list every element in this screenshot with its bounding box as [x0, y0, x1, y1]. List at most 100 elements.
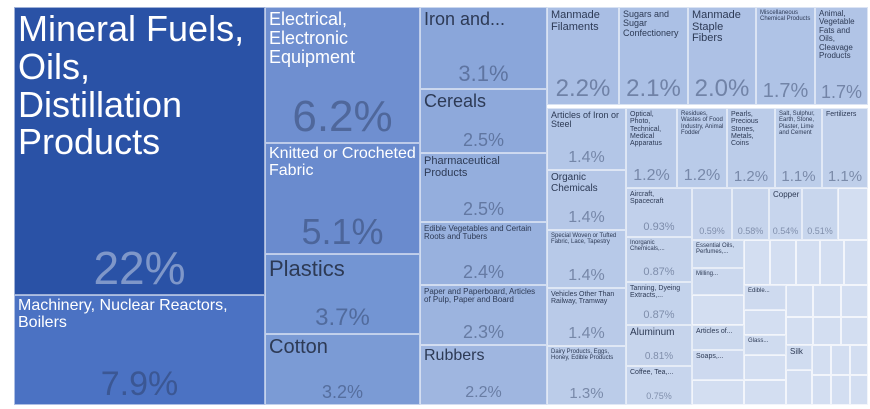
tile-value: 2.5%	[462, 199, 505, 219]
tile-label: Silk	[790, 347, 803, 356]
tile-blank	[692, 380, 744, 405]
tile: Pearls, Precious Stones, Metals, Coins 1.…	[727, 108, 775, 188]
tile-blank	[850, 375, 868, 405]
tile-value: 3.2%	[321, 382, 364, 402]
tile-value: 0.93%	[643, 221, 675, 233]
tile: Machinery, Nuclear Reactors, Boilers 7.9%	[14, 295, 265, 405]
tile-label: Machinery, Nuclear Reactors, Boilers	[18, 297, 228, 331]
tile: Inorganic Chemicals,... 0.87%	[626, 237, 692, 282]
tile-label: Essential Oils, Perfumes,...	[696, 243, 735, 256]
tile-label: Edible Vegetables and Certain Roots and …	[424, 224, 532, 242]
tile: Tanning, Dyeing Extracts,... 0.87%	[626, 282, 692, 325]
tile-value: 1.3%	[569, 385, 604, 402]
tile-label: Aircraft, Spacecraft	[630, 191, 664, 206]
tile-blank	[744, 380, 786, 405]
tile-blank	[820, 240, 844, 285]
tile-blank	[831, 375, 850, 405]
tile-value: 2.2%	[555, 75, 611, 102]
tile-blank	[812, 345, 831, 375]
tile-blank	[841, 317, 868, 345]
tile-value: 0.75%	[646, 391, 672, 401]
tile-blank	[770, 240, 796, 285]
tile-value: 1.1%	[827, 168, 863, 185]
tile-value: 1.4%	[568, 267, 605, 284]
tile: 0.51%	[802, 188, 838, 240]
tile: Pharmaceutical Products 2.5%	[420, 153, 547, 222]
tile-label: Plastics	[269, 256, 345, 281]
tile-label: Miscellaneous Chemical Products	[760, 10, 811, 23]
tile: Manmade Staple Fibers 2.0%	[688, 7, 756, 105]
tile: Edible Vegetables and Certain Roots and …	[420, 222, 547, 285]
tile: Soaps,...	[692, 350, 744, 380]
tile-value: 1.4%	[568, 149, 605, 166]
tile-label: Dairy Products, Eggs, Honey, Edible Prod…	[551, 349, 614, 362]
tile: Essential Oils, Perfumes,...	[692, 240, 744, 268]
tile-value: 6.2%	[292, 92, 393, 141]
tile: Fertilizers 1.1%	[822, 108, 868, 188]
tile: Vehicles Other Than Railway, Tramway 1.4%	[547, 288, 626, 346]
tile-value: 0.51%	[807, 226, 833, 236]
tile: Mineral Fuels, Oils, Distillation Produc…	[14, 7, 265, 295]
tile-label: Paper and Paperboard, Articles of Pulp, …	[424, 287, 536, 305]
tile: Plastics 3.7%	[265, 254, 420, 334]
tile-value: 1.4%	[568, 325, 605, 342]
tile-value: 2.1%	[626, 75, 681, 102]
tile-value: 0.87%	[643, 309, 675, 321]
tile-value: 0.87%	[643, 266, 675, 278]
tile-blank	[813, 317, 841, 345]
tile: Cotton 3.2%	[265, 334, 420, 405]
tile: Silk	[786, 345, 812, 370]
tile-value: 3.1%	[458, 61, 509, 86]
tile-label: Manmade Staple Fibers	[692, 9, 741, 45]
tile-label: Pearls, Precious Stones, Metals, Coins	[731, 111, 759, 148]
tile-value: 1.1%	[781, 168, 816, 185]
tile-label: Special Woven or Tufted Fabric, Lace, Ta…	[551, 233, 617, 246]
tile: Aircraft, Spacecraft 0.93%	[626, 188, 692, 237]
tile: Coffee, Tea,... 0.75%	[626, 366, 692, 405]
tile-value: 5.1%	[301, 211, 384, 252]
tile: Copper 0.54%	[769, 188, 802, 240]
tile-blank	[744, 355, 786, 380]
tile-label: Animal, Vegetable Fats and Oils, Cleavag…	[819, 9, 855, 60]
tile-blank	[831, 345, 850, 375]
tile: Cereals 2.5%	[420, 89, 547, 153]
tile: Knitted or Crocheted Fabric 5.1%	[265, 143, 420, 254]
tile-label: Edible...	[748, 288, 770, 294]
tile-blank	[744, 310, 786, 335]
tile: 0.58%	[732, 188, 769, 240]
tile: Dairy Products, Eggs, Honey, Edible Prod…	[547, 346, 626, 405]
tile: 0.59%	[692, 188, 732, 240]
tile-value: 2.2%	[465, 384, 502, 401]
tile-label: Articles of...	[696, 328, 733, 335]
tile-label: Aluminum	[630, 327, 675, 338]
tile-value: 3.7%	[315, 304, 370, 331]
tile-label: Articles of Iron or Steel	[551, 110, 620, 130]
tile-value: 2.5%	[462, 130, 505, 150]
tile-value: 1.2%	[633, 167, 670, 184]
tile-blank	[744, 240, 770, 285]
tile: Articles of...	[692, 325, 744, 350]
tile-label: Sugars and Sugar Confectionery	[623, 9, 679, 38]
tile-value: 0.58%	[737, 226, 764, 236]
tile-blank	[812, 375, 831, 405]
tile-value: 2.3%	[462, 322, 505, 342]
tile-blank	[786, 285, 813, 317]
tile: Manmade Filaments 2.2%	[547, 7, 619, 105]
tile-value: 1.2%	[683, 167, 721, 184]
tile-blank	[838, 188, 868, 240]
tile-value: 22%	[93, 242, 186, 294]
tile-label: Salt, Sulphur, Earth, Stone, Plaster, Li…	[779, 111, 815, 136]
tile: Edible...	[744, 285, 786, 310]
tile: Residues, Wastes of Food Industry, Anima…	[677, 108, 727, 188]
tile-blank	[850, 345, 868, 375]
tile-blank	[813, 285, 841, 317]
tile-label: Vehicles Other Than Railway, Tramway	[551, 291, 615, 306]
tile-label: Cotton	[269, 336, 328, 358]
tile-label: Inorganic Chemicals,...	[630, 240, 665, 253]
tile-label: Iron and...	[424, 9, 506, 29]
tile-label: Mineral Fuels, Oils, Distillation Produc…	[18, 8, 245, 163]
tile-blank	[692, 295, 744, 325]
tile: Glass...	[744, 335, 786, 355]
tile-value: 1.7%	[820, 82, 863, 102]
